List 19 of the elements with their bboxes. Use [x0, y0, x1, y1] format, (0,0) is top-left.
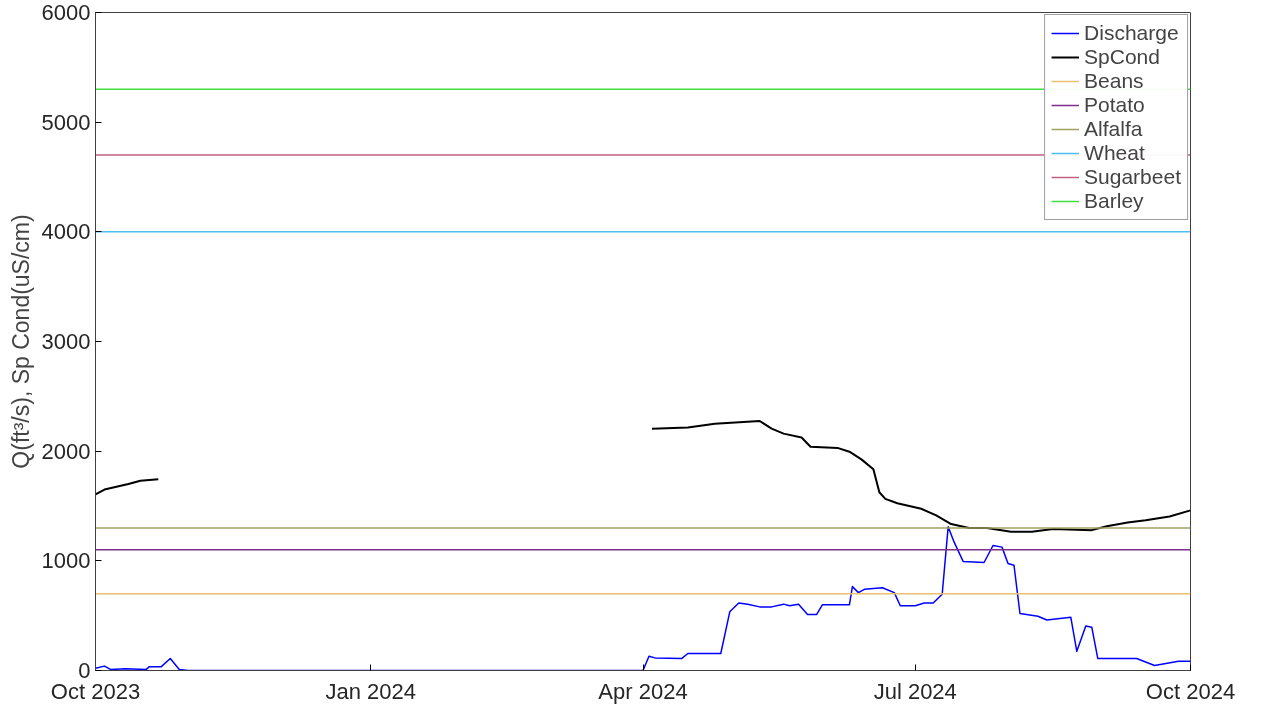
x-tick-label: Jul 2024 — [873, 678, 957, 704]
legend-label: Potato — [1084, 93, 1145, 117]
legend-label: Alfalfa — [1084, 117, 1143, 141]
y-axis-title: Q(ft³/s), Sp Cond(uS/cm) — [7, 214, 34, 469]
legend-label: Wheat — [1084, 141, 1145, 165]
y-tick-label: 4000 — [41, 219, 91, 245]
legend-label: Sugarbeet — [1084, 165, 1181, 189]
x-tick-label: Jan 2024 — [325, 678, 417, 704]
legend-label: Beans — [1084, 69, 1144, 93]
legend-label: Discharge — [1084, 21, 1179, 45]
y-tick-label: 6000 — [41, 0, 91, 25]
y-tick-label: 3000 — [41, 329, 91, 354]
legend-label: SpCond — [1084, 45, 1160, 69]
x-tick-label: Apr 2024 — [598, 678, 688, 704]
legend-label: Barley — [1084, 189, 1144, 213]
y-tick-label: 5000 — [41, 109, 91, 135]
x-tick-label: Oct 2024 — [1145, 678, 1236, 704]
y-tick-label: 1000 — [41, 548, 91, 574]
y-tick-label: 2000 — [41, 438, 91, 464]
